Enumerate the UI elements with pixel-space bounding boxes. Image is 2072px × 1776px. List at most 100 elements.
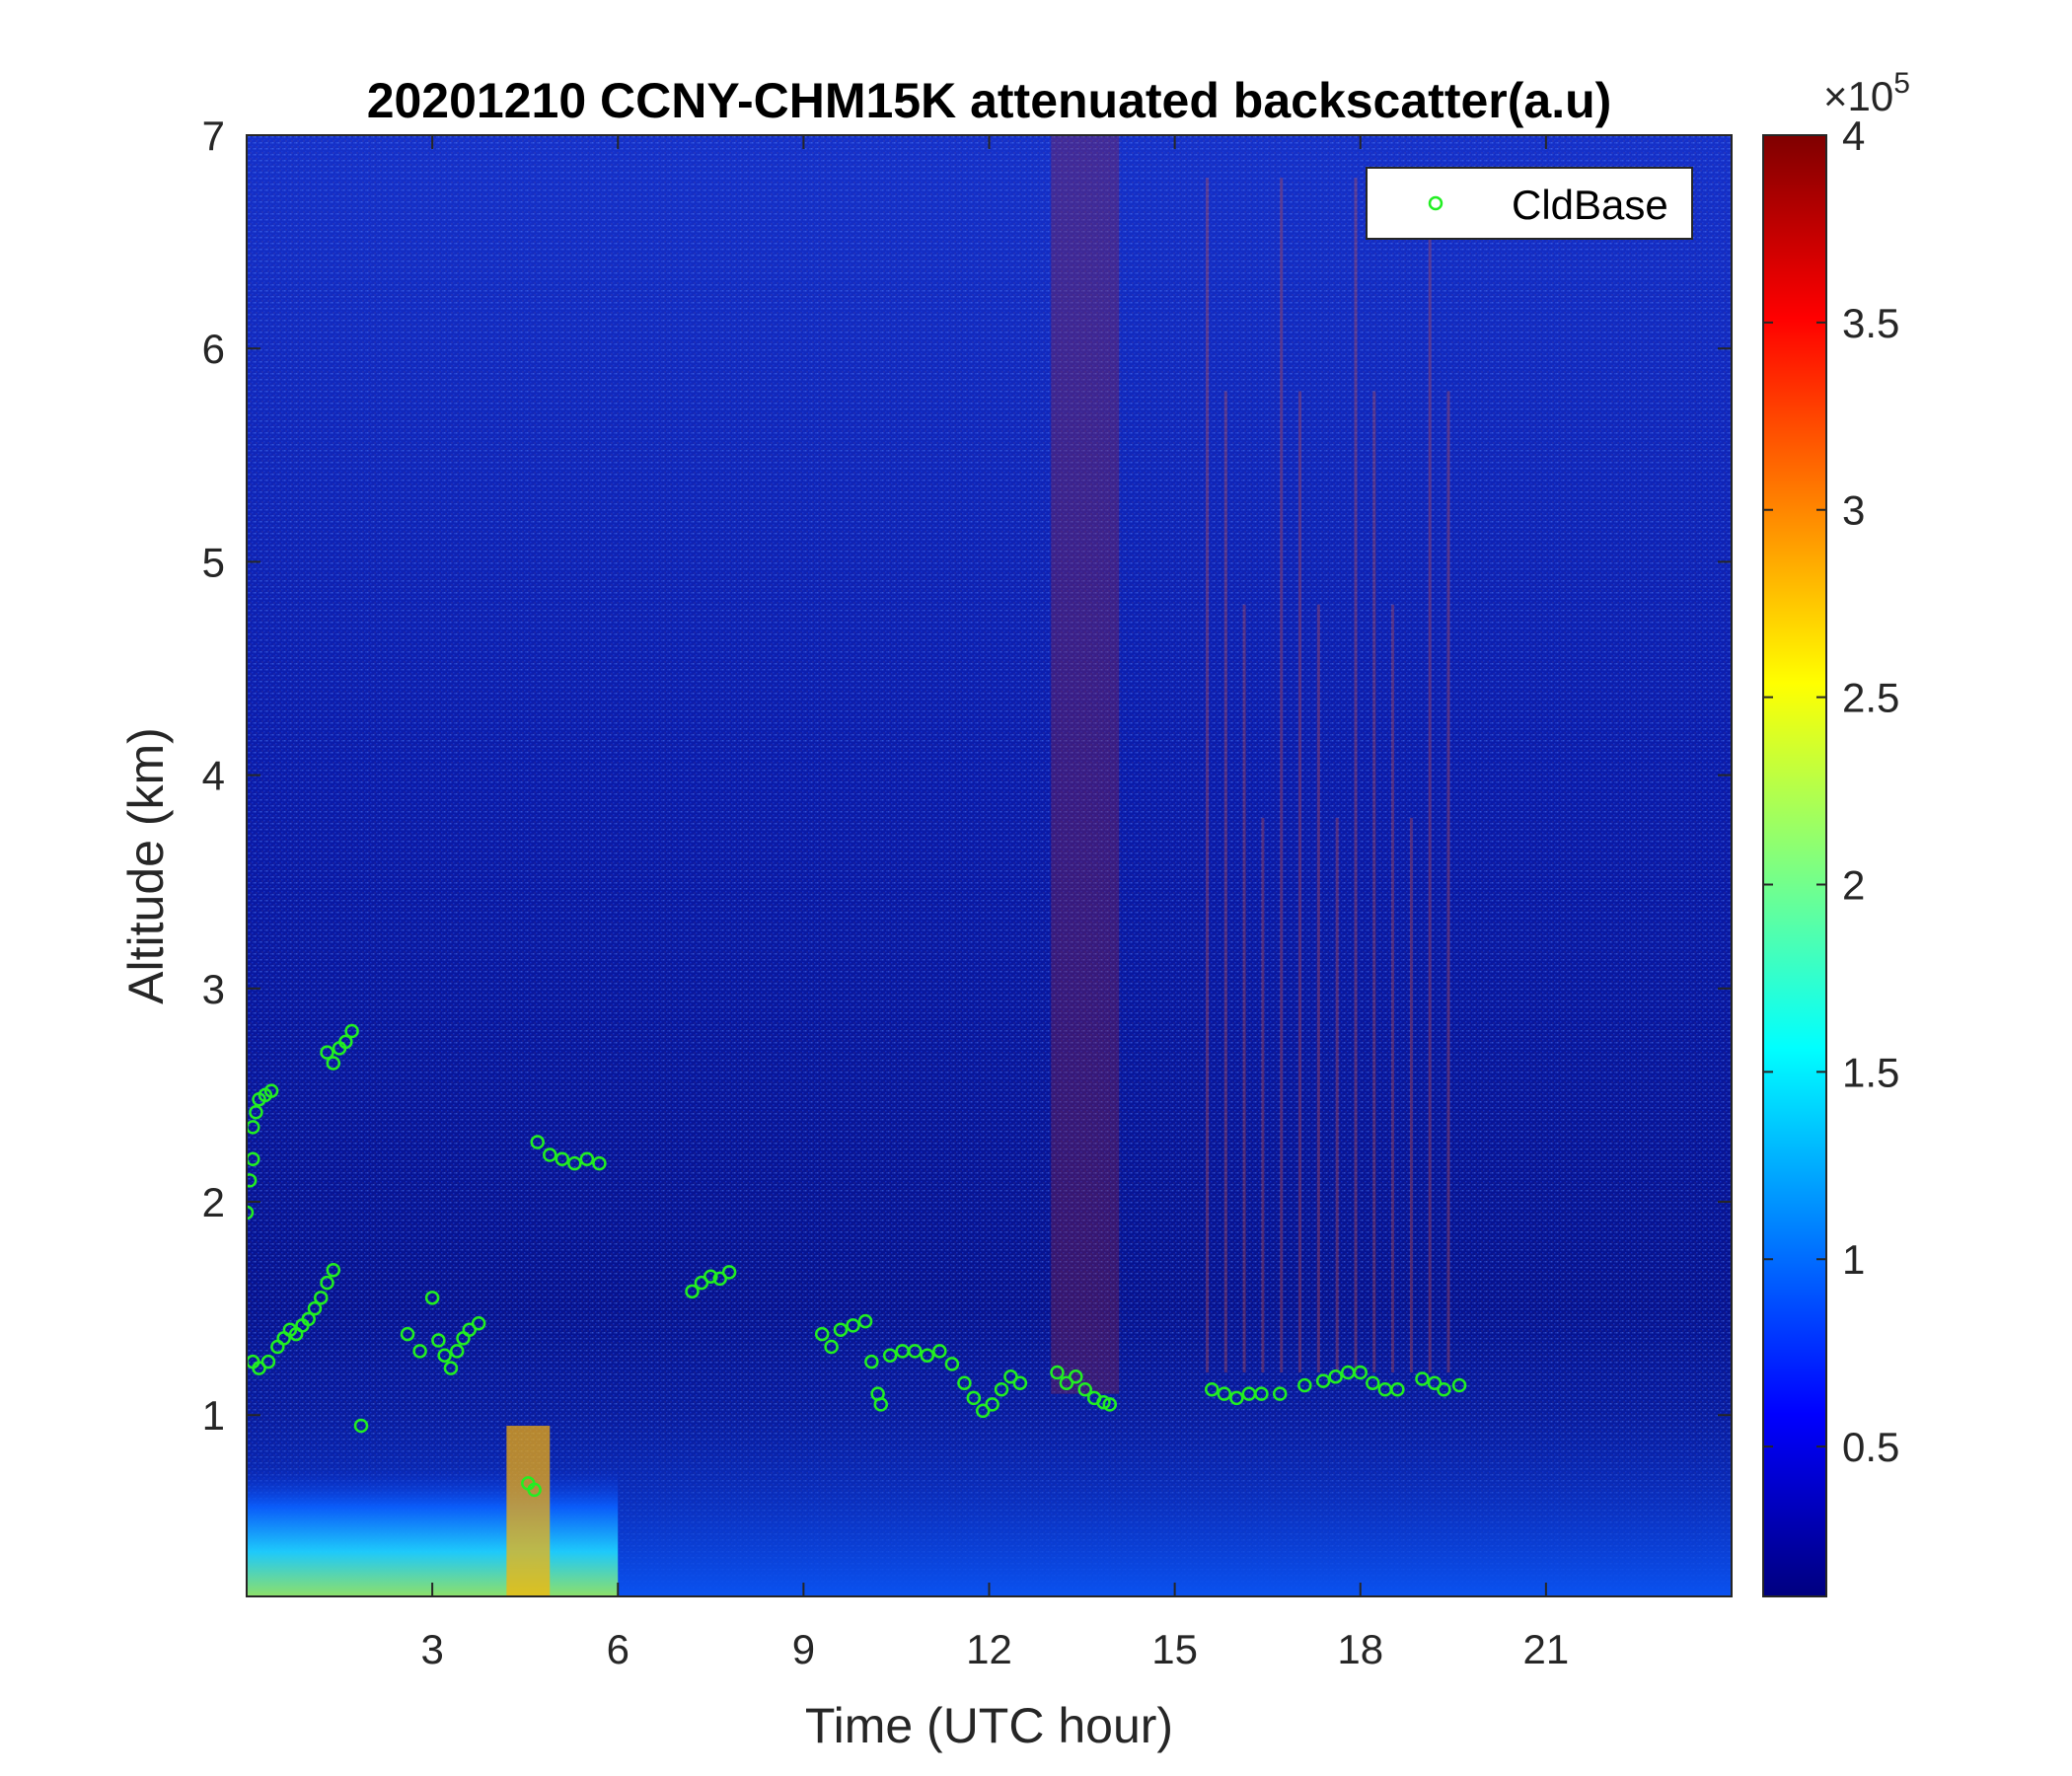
y-tick-label: 3 [202, 966, 225, 1012]
cldbase-point [462, 1322, 477, 1337]
cldbase-point [353, 1418, 369, 1434]
cldbase-point [437, 1348, 452, 1363]
colorbar: 0.5 1 1.5 2 2.5 3 3.5 4 ×105 [1762, 67, 1910, 1597]
cldbase-point [873, 1397, 889, 1412]
cldbase-point [1297, 1377, 1312, 1393]
cldbase-point [908, 1344, 923, 1359]
cldbase-point [249, 1104, 263, 1120]
cldbase-point [326, 1262, 341, 1278]
cldbase-point [307, 1300, 323, 1316]
cldbase-point [1003, 1369, 1018, 1384]
virga-streak [1223, 391, 1227, 1372]
cldbase-point [1427, 1375, 1443, 1391]
x-tick-label: 9 [792, 1626, 815, 1672]
cldbase-point [344, 1023, 359, 1039]
cldbase-point [1328, 1369, 1343, 1384]
cldbase-point [920, 1348, 935, 1363]
colorbar-tick-label: 3 [1842, 487, 1865, 534]
x-tick-label: 6 [607, 1626, 629, 1672]
cldbase-point [685, 1284, 700, 1299]
cldbase-point [703, 1269, 718, 1284]
virga-streak [1280, 178, 1284, 1372]
virga-streak [1261, 817, 1265, 1372]
cldbase-point [721, 1265, 737, 1280]
cldbase-point [412, 1344, 427, 1359]
virga-streak [1298, 391, 1302, 1372]
colorbar-tick-label: 2.5 [1842, 675, 1899, 721]
virga-streak [1316, 604, 1320, 1372]
cldbase-point [814, 1326, 830, 1342]
y-tick-label: 1 [202, 1392, 225, 1439]
legend-box [1366, 167, 1693, 240]
cldbase-point [449, 1344, 465, 1359]
cldbase-point [579, 1151, 595, 1167]
legend-marker-cldbase [1428, 195, 1443, 211]
cldbase-point [1059, 1375, 1074, 1391]
cldbase-point [975, 1403, 991, 1419]
virga-streak [1242, 604, 1246, 1372]
y-tick-label: 2 [202, 1179, 225, 1225]
cldbase-point [712, 1271, 727, 1287]
x-tick-label: 15 [1151, 1626, 1198, 1672]
cldbase-point [326, 1056, 341, 1071]
cldbase-point [882, 1348, 898, 1363]
cldbase-point [320, 1045, 334, 1060]
cldbase-point [944, 1357, 960, 1371]
cldbase-point [1315, 1373, 1331, 1388]
cldbase-point [247, 1173, 258, 1188]
cldbase-point [694, 1275, 709, 1291]
cldbase-point [1096, 1395, 1111, 1410]
cldbase-point [864, 1354, 879, 1369]
cldbase-point [320, 1275, 334, 1291]
colorbar-tick-label: 1.5 [1842, 1049, 1899, 1095]
chart-title: 20201210 CCNY-CHM15K attenuated backscat… [367, 73, 1612, 128]
cldbase-point [1229, 1390, 1244, 1406]
y-tick-label: 7 [202, 112, 225, 159]
cldbase-point [424, 1291, 440, 1305]
cldbase-point [527, 1482, 542, 1498]
x-axis: 3 6 9 12 15 18 21 [420, 135, 1569, 1672]
virga-streak [1391, 604, 1395, 1372]
cldbase-point [247, 1205, 255, 1221]
cldbase-point [1205, 1382, 1220, 1397]
cldbase-point [431, 1333, 446, 1348]
cldbase-point [824, 1339, 839, 1355]
cldbase-point [1390, 1382, 1405, 1397]
y-axis-label: Altitude (km) [118, 727, 174, 1004]
cldbase-point [966, 1390, 982, 1406]
virga-streak [1409, 817, 1413, 1372]
cldbase-point [1415, 1371, 1430, 1386]
virga-streak [1205, 178, 1209, 1372]
cldbase-point [994, 1382, 1009, 1397]
cldbase-point [1050, 1365, 1065, 1380]
cldbase-point [932, 1344, 947, 1359]
cldbase-point [263, 1083, 279, 1098]
cldbase-point [338, 1034, 353, 1050]
cldbase-point [400, 1326, 415, 1342]
cldbase-point [443, 1361, 459, 1375]
heatmap-features [247, 135, 1732, 1596]
y-axis: 1 2 3 4 5 6 7 [202, 112, 1732, 1439]
cldbase-point [252, 1361, 266, 1375]
colorbar-tick-label: 2 [1842, 861, 1865, 908]
cldbase-point [530, 1135, 545, 1149]
cldbase-point [567, 1155, 582, 1171]
streak [1051, 135, 1120, 1394]
cldbase-point [957, 1375, 972, 1391]
colorbar-tick-label: 1 [1842, 1236, 1865, 1283]
colorbar-exponent: 5 [1893, 67, 1910, 100]
cldbase-point [1437, 1382, 1451, 1397]
colorbar-gradient [1762, 134, 1827, 1597]
streak [506, 1426, 551, 1596]
colorbar-tick-label: 0.5 [1842, 1424, 1899, 1470]
colorbar-multiplier: ×105 [1823, 67, 1910, 119]
cldbase-point [555, 1151, 570, 1167]
backscatter-noise [247, 135, 1732, 1596]
x-tick-label: 21 [1523, 1626, 1570, 1672]
cldbase-point [1272, 1386, 1288, 1401]
legend[interactable]: CldBase [1366, 167, 1693, 240]
y-tick-label: 6 [202, 326, 225, 372]
cldbase-point [301, 1311, 316, 1327]
cldbase-point [1012, 1375, 1028, 1391]
cldbase-point [592, 1155, 607, 1171]
